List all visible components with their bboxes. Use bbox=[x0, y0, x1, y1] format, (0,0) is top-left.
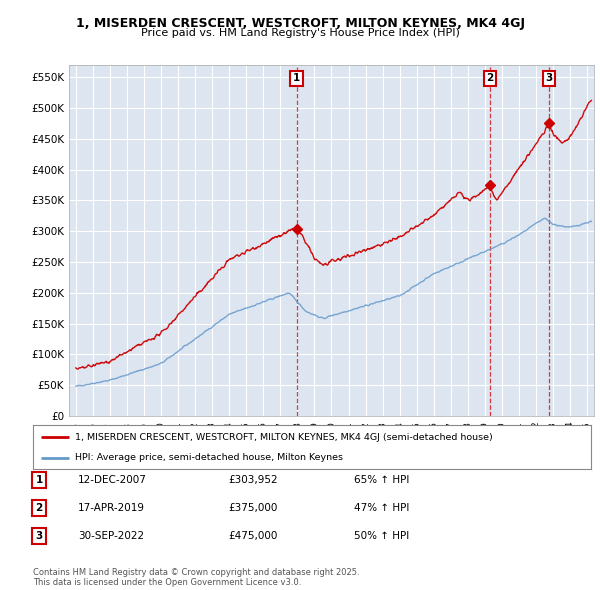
Text: 47% ↑ HPI: 47% ↑ HPI bbox=[354, 503, 409, 513]
Text: 17-APR-2019: 17-APR-2019 bbox=[78, 503, 145, 513]
Text: HPI: Average price, semi-detached house, Milton Keynes: HPI: Average price, semi-detached house,… bbox=[75, 454, 343, 463]
Text: £375,000: £375,000 bbox=[228, 503, 277, 513]
Text: 1: 1 bbox=[293, 73, 300, 83]
Text: 30-SEP-2022: 30-SEP-2022 bbox=[78, 531, 144, 541]
Text: 3: 3 bbox=[545, 73, 553, 83]
Text: 2: 2 bbox=[486, 73, 493, 83]
Text: 2: 2 bbox=[35, 503, 43, 513]
Text: 65% ↑ HPI: 65% ↑ HPI bbox=[354, 475, 409, 485]
Text: 1, MISERDEN CRESCENT, WESTCROFT, MILTON KEYNES, MK4 4GJ: 1, MISERDEN CRESCENT, WESTCROFT, MILTON … bbox=[76, 17, 524, 30]
Text: £475,000: £475,000 bbox=[228, 531, 277, 541]
Text: 1, MISERDEN CRESCENT, WESTCROFT, MILTON KEYNES, MK4 4GJ (semi-detached house): 1, MISERDEN CRESCENT, WESTCROFT, MILTON … bbox=[75, 432, 493, 442]
Text: 3: 3 bbox=[35, 531, 43, 541]
Text: £303,952: £303,952 bbox=[228, 475, 278, 485]
Text: 12-DEC-2007: 12-DEC-2007 bbox=[78, 475, 147, 485]
Text: 1: 1 bbox=[35, 475, 43, 485]
Text: Price paid vs. HM Land Registry's House Price Index (HPI): Price paid vs. HM Land Registry's House … bbox=[140, 28, 460, 38]
Text: 50% ↑ HPI: 50% ↑ HPI bbox=[354, 531, 409, 541]
Text: Contains HM Land Registry data © Crown copyright and database right 2025.
This d: Contains HM Land Registry data © Crown c… bbox=[33, 568, 359, 587]
